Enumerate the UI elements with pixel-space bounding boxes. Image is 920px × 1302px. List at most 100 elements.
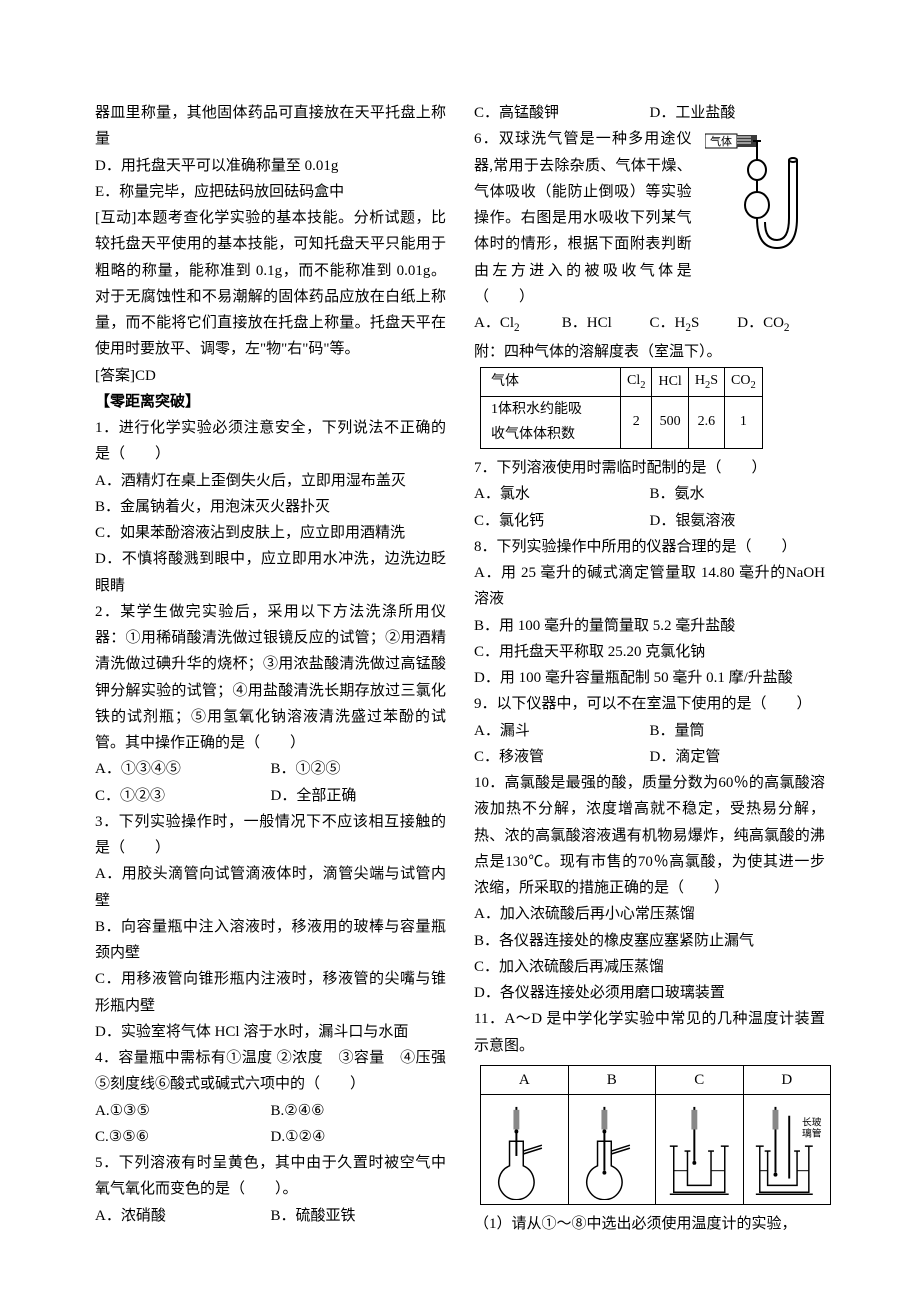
wash-tube-icon: 气体 [705, 130, 825, 265]
svg-text:长玻: 长玻 [801, 1116, 821, 1129]
tbl-v-cl2: 2 [621, 397, 652, 449]
q5-opts-cd: C．高锰酸钾 D．工业盐酸 [474, 100, 825, 126]
q2-opts-ab: A．①③④⑤ B．①②⑤ [95, 756, 446, 782]
thermo-h-b: B [568, 1065, 656, 1094]
tbl-v-h2s: 2.6 [688, 397, 724, 449]
q8-opt-d: D．用 100 毫升容量瓶配制 50 毫升 0.1 摩/升盐酸 [474, 665, 825, 691]
q5-opts-ab: A．浓硝酸 B．硫酸亚铁 [95, 1203, 446, 1229]
q11-thermometer-figure: A B C D [474, 1065, 825, 1205]
q1-opt-b: B．金属钠着火，用泡沫灭火器扑灭 [95, 494, 446, 520]
q7-opt-b: B．氨水 [650, 481, 826, 507]
q7-opts-cd: C．氯化钙 D．银氨溶液 [474, 508, 825, 534]
q5-stem: 5．下列溶液有时呈黄色，其中由于久置时被空气中氧气氧化而变色的是（ ）。 [95, 1150, 446, 1203]
q10-opt-d: D．各仪器连接处必须用磨口玻璃装置 [474, 980, 825, 1006]
q2-opts-cd: C．①②③ D．全部正确 [95, 783, 446, 809]
q3-opt-d: D．实验室将气体 HCl 溶于水时，漏斗口与水面 [95, 1019, 446, 1045]
q2-opt-c: C．①②③ [95, 783, 271, 809]
q3-opt-a: A．用胶头滴管向试管滴液体时，滴管尖端与试管内壁 [95, 861, 446, 914]
thermometer-table: A B C D [480, 1065, 831, 1205]
q7-opt-a: A．氯水 [474, 481, 650, 507]
q1-opt-c: C．如果苯酚溶液沾到皮肤上，应立即用酒精洗 [95, 520, 446, 546]
tbl-h-co2: CO2 [725, 367, 763, 396]
q10-opt-a: A．加入浓硫酸后再小心常压蒸馏 [474, 901, 825, 927]
q7-opt-d: D．银氨溶液 [650, 508, 826, 534]
q7-opts-ab: A．氯水 B．氨水 [474, 481, 825, 507]
thermo-h-d: D [743, 1065, 831, 1094]
answer-label: [答案]CD [95, 363, 446, 389]
q7-stem: 7．下列溶液使用时需临时配制的是（ ） [474, 455, 825, 481]
solubility-table: 气体 Cl2 HCl H2S CO2 1体积水约能吸 收气体体积数 2 500 … [480, 367, 763, 449]
q9-opt-d: D．滴定管 [650, 744, 826, 770]
q10-stem: 10．高氯酸是最强的酸，质量分数为60％的高氯酸溶液加热不分解，浓度增高就不稳定… [474, 770, 825, 901]
q5-opt-b: B．硫酸亚铁 [271, 1203, 447, 1229]
q4-opts-cd: C.③⑤⑥ D.①②④ [95, 1124, 446, 1150]
q9-stem: 9．以下仪器中，可以不在室温下使用的是（ ） [474, 691, 825, 717]
thermo-cell-c [656, 1095, 744, 1205]
q2-opt-d: D．全部正确 [271, 783, 447, 809]
q6-block: 6．双球洗气管是一种多用途仪器,常用于去除杂质、气体干燥、气体吸收（能防止倒吸）… [474, 126, 825, 310]
tbl-h-hcl: HCl [652, 367, 688, 396]
q7-opt-c: C．氯化钙 [474, 508, 650, 534]
q4-stem: 4．容量瓶中需标有①温度 ②浓度 ③容量 ④压强 ⑤刻度线⑥酸式或碱式六项中的（… [95, 1045, 446, 1098]
q11-stem: 11．A～D 是中学化学实验中常见的几种温度计装置示意图。 [474, 1006, 825, 1059]
tbl-row-label: 1体积水约能吸 收气体体积数 [481, 397, 621, 449]
tbl-h-gas: 气体 [481, 367, 621, 396]
section-heading: 【零距离突破】 [95, 389, 446, 415]
q8-opt-c: C．用托盘天平称取 25.20 克氯化钠 [474, 639, 825, 665]
thermo-cell-b [568, 1095, 656, 1205]
q6-opt-c: C．H2S [650, 310, 738, 339]
q4-opt-c: C.③⑤⑥ [95, 1124, 271, 1150]
q2-stem: 2．某学生做完实验后，采用以下方法洗涤所用仪器：①用稀硝酸清洗做过银镜反应的试管… [95, 599, 446, 757]
q6-opts: A．Cl2 B．HCl C．H2S D．CO2 [474, 310, 825, 339]
q3-opt-b: B．向容量瓶中注入溶液时，移液用的玻棒与容量瓶颈内壁 [95, 914, 446, 967]
q6-stem: 6．双球洗气管是一种多用途仪器,常用于去除杂质、气体干燥、气体吸收（能防止倒吸）… [474, 126, 692, 310]
thermo-h-a: A [481, 1065, 569, 1094]
interact-explain: [互动]本题考查化学实验的基本技能。分析试题，比较托盘天平使用的基本技能，可知托… [95, 205, 446, 363]
q9-opts-ab: A．漏斗 B．量筒 [474, 718, 825, 744]
prev-opt-e: E．称量完毕，应把砝码放回砝码盒中 [95, 179, 446, 205]
q5-opt-a: A．浓硝酸 [95, 1203, 271, 1229]
q4-opts-ab: A.①③⑤ B.②④⑥ [95, 1098, 446, 1124]
q1-opt-d: D．不慎将酸溅到眼中，应立即用水冲洗，边洗边眨眼睛 [95, 546, 446, 599]
q1-opt-a: A．酒精灯在桌上歪倒失火后，立即用湿布盖灭 [95, 468, 446, 494]
q5-opt-d: D．工业盐酸 [650, 100, 826, 126]
q9-opt-a: A．漏斗 [474, 718, 650, 744]
q6-table-caption: 附：四种气体的溶解度表（室温下）。 [474, 339, 825, 365]
distill-flask-b-icon [573, 1102, 652, 1200]
q2-opt-a: A．①③④⑤ [95, 756, 271, 782]
q6-opt-b: B．HCl [562, 310, 650, 339]
q4-opt-a: A.①③⑤ [95, 1098, 271, 1124]
q9-opt-b: B．量筒 [650, 718, 826, 744]
tbl-v-hcl: 500 [652, 397, 688, 449]
q6-apparatus-figure: 气体 [705, 130, 825, 265]
q8-opt-b: B．用 100 毫升的量筒量取 5.2 毫升盐酸 [474, 613, 825, 639]
svg-text:气体: 气体 [710, 134, 732, 148]
q5-opt-c: C．高锰酸钾 [474, 100, 650, 126]
distill-flask-a-icon [485, 1102, 564, 1200]
tbl-v-co2: 1 [725, 397, 763, 449]
q3-stem: 3．下列实验操作时，一般情况下不应该相互接触的是（ ） [95, 809, 446, 862]
svg-text:璃管: 璃管 [801, 1126, 821, 1139]
prev-opt-d: D．用托盘天平可以准确称量至 0.01g [95, 153, 446, 179]
thermo-cell-a [481, 1095, 569, 1205]
thermo-h-c: C [656, 1065, 744, 1094]
q10-opt-b: B．各仪器连接处的橡皮塞应塞紧防止漏气 [474, 928, 825, 954]
q11-sub1: （1）请从①～⑧中选出必须使用温度计的实验， [474, 1211, 825, 1237]
tbl-h-cl2: Cl2 [621, 367, 652, 396]
intro-continued: 器皿里称量，其他固体药品可直接放在天平托盘上称量 [95, 100, 446, 153]
q4-opt-b: B.②④⑥ [271, 1098, 447, 1124]
q8-opt-a: A．用 25 毫升的碱式滴定管量取 14.80 毫升的NaOH 溶液 [474, 560, 825, 613]
q4-opt-d: D.①②④ [271, 1124, 447, 1150]
q6-opt-a: A．Cl2 [474, 310, 562, 339]
q8-stem: 8．下列实验操作中所用的仪器合理的是（ ） [474, 534, 825, 560]
q2-opt-b: B．①②⑤ [271, 756, 447, 782]
q9-opt-c: C．移液管 [474, 744, 650, 770]
thermo-cell-d: 长玻 璃管 [743, 1095, 831, 1205]
q9-opts-cd: C．移液管 D．滴定管 [474, 744, 825, 770]
q1-stem: 1．进行化学实验必须注意安全，下列说法不正确的是（ ） [95, 415, 446, 468]
beaker-thermo-c-icon [660, 1102, 739, 1200]
q10-opt-c: C．加入浓硫酸后再减压蒸馏 [474, 954, 825, 980]
tbl-h-h2s: H2S [688, 367, 724, 396]
q6-opt-d: D．CO2 [737, 310, 825, 339]
beaker-thermo-d-icon: 长玻 璃管 [748, 1102, 827, 1200]
